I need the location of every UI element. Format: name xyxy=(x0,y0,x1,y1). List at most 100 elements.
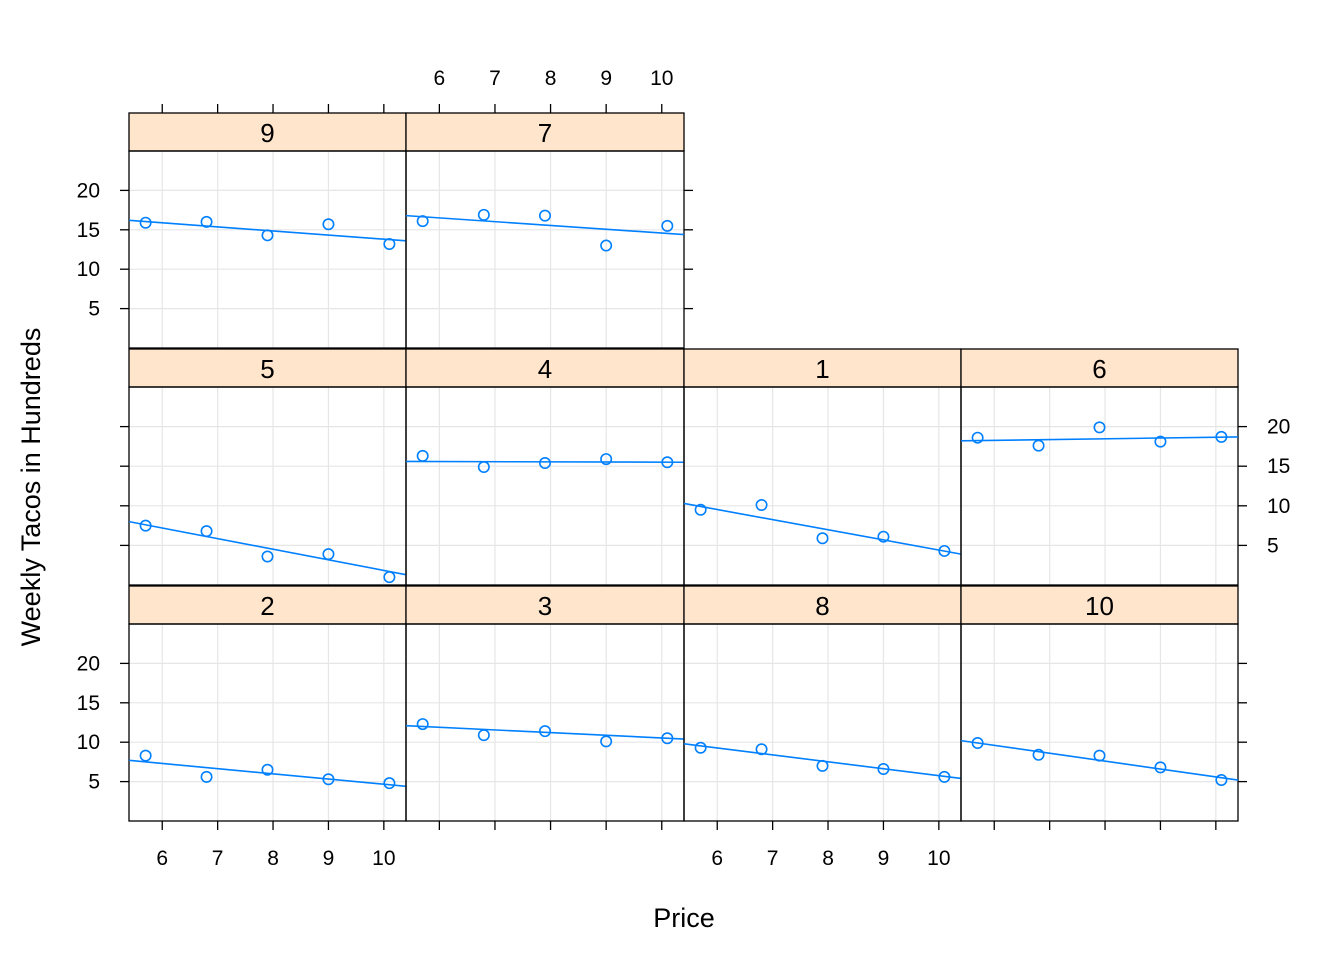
fit-line xyxy=(405,460,685,464)
data-point xyxy=(661,219,674,232)
x-tick-label: 6 xyxy=(711,847,723,870)
panel-border xyxy=(960,386,1239,586)
y-tick-label: 20 xyxy=(1267,416,1290,439)
data-point xyxy=(971,736,984,749)
grid-layer xyxy=(129,151,1238,821)
x-tick-label: 9 xyxy=(600,67,612,90)
data-point xyxy=(1093,749,1106,762)
data-point xyxy=(538,457,551,470)
x-tick-label: 8 xyxy=(545,67,557,90)
fit-line xyxy=(128,759,407,788)
panel-strip-label: 4 xyxy=(538,354,552,384)
data-point xyxy=(816,759,829,772)
panel-border xyxy=(128,150,407,349)
x-tick-label: 9 xyxy=(323,847,335,870)
data-point xyxy=(200,215,213,228)
x-tick-label: 8 xyxy=(822,847,834,870)
fit-line xyxy=(405,724,685,740)
y-tick-label: 15 xyxy=(77,219,100,242)
data-point xyxy=(971,431,984,444)
data-point xyxy=(200,770,213,783)
data-point xyxy=(938,544,951,557)
fit-line xyxy=(683,502,962,555)
panel-strip xyxy=(405,348,685,388)
x-tick-label: 10 xyxy=(372,847,395,870)
data-point xyxy=(1093,421,1106,434)
panel-strip-label: 1 xyxy=(815,354,829,384)
y-tick-label: 10 xyxy=(77,731,100,754)
data-point xyxy=(877,530,890,543)
data-point xyxy=(877,762,890,775)
panel-strip-label: 9 xyxy=(260,118,274,148)
data-point xyxy=(938,770,951,783)
data-point xyxy=(322,548,335,561)
panel-strip-label: 6 xyxy=(1092,354,1106,384)
panel-strip-label: 10 xyxy=(1085,591,1114,621)
panel-border xyxy=(960,623,1239,822)
panel-border xyxy=(683,386,962,586)
panel-strip xyxy=(128,348,407,388)
data-point xyxy=(477,460,490,473)
panel-border xyxy=(405,386,685,586)
data-point xyxy=(1215,774,1228,787)
data-point xyxy=(139,216,152,229)
x-tick-label: 7 xyxy=(767,847,779,870)
data-point xyxy=(383,571,396,584)
panel-border xyxy=(405,623,685,822)
x-tick-label: 9 xyxy=(878,847,890,870)
y-axis-title: Weekly Tacos in Hundreds xyxy=(16,328,46,647)
y-tick-label: 5 xyxy=(88,771,100,794)
data-point xyxy=(600,453,613,466)
data-point xyxy=(694,741,707,754)
data-point xyxy=(538,209,551,222)
panel-layer: 2 3 8 10 5 4 1 6 9 7 xyxy=(128,112,1239,822)
x-tick-label: 8 xyxy=(267,847,279,870)
x-axis-title: Price xyxy=(653,903,715,933)
data-point xyxy=(322,218,335,231)
data-point xyxy=(600,239,613,252)
data-point xyxy=(1154,761,1167,774)
data-point xyxy=(1215,430,1228,443)
data-point xyxy=(139,749,152,762)
x-tick-label: 6 xyxy=(434,67,446,90)
data-point xyxy=(538,725,551,738)
data-point xyxy=(694,503,707,516)
panel-strip-label: 2 xyxy=(260,591,274,621)
x-tick-label: 7 xyxy=(489,67,501,90)
data-point xyxy=(261,550,274,563)
data-point xyxy=(816,532,829,545)
y-tick-label: 15 xyxy=(1267,455,1290,478)
fit-line xyxy=(405,214,685,236)
data-point xyxy=(1032,439,1045,452)
data-point xyxy=(383,237,396,250)
panel-border xyxy=(405,150,685,349)
panel-border xyxy=(128,386,407,586)
data-point xyxy=(1154,435,1167,448)
y-tick-label: 20 xyxy=(77,179,100,202)
data-point xyxy=(200,525,213,538)
y-tick-label: 5 xyxy=(1267,534,1279,557)
panel-strip xyxy=(405,112,685,152)
y-tick-label: 15 xyxy=(77,692,100,715)
panel-strip-label: 5 xyxy=(260,354,274,384)
data-point xyxy=(261,763,274,776)
x-tick-label: 10 xyxy=(927,847,950,870)
panel-border xyxy=(128,623,407,822)
data-point xyxy=(383,777,396,790)
panel-strip-label: 3 xyxy=(538,591,552,621)
data-point xyxy=(661,456,674,469)
data-point xyxy=(416,215,429,228)
y-tick-label: 10 xyxy=(77,258,100,281)
data-point xyxy=(661,732,674,745)
data-point xyxy=(600,735,613,748)
data-point xyxy=(139,519,152,532)
fit-line xyxy=(960,436,1239,442)
data-point xyxy=(755,743,768,756)
x-tick-label: 7 xyxy=(212,847,224,870)
x-tick-label: 10 xyxy=(650,67,673,90)
data-point xyxy=(477,729,490,742)
data-point xyxy=(416,449,429,462)
panel-strip-label: 7 xyxy=(538,118,552,148)
data-point xyxy=(261,229,274,242)
